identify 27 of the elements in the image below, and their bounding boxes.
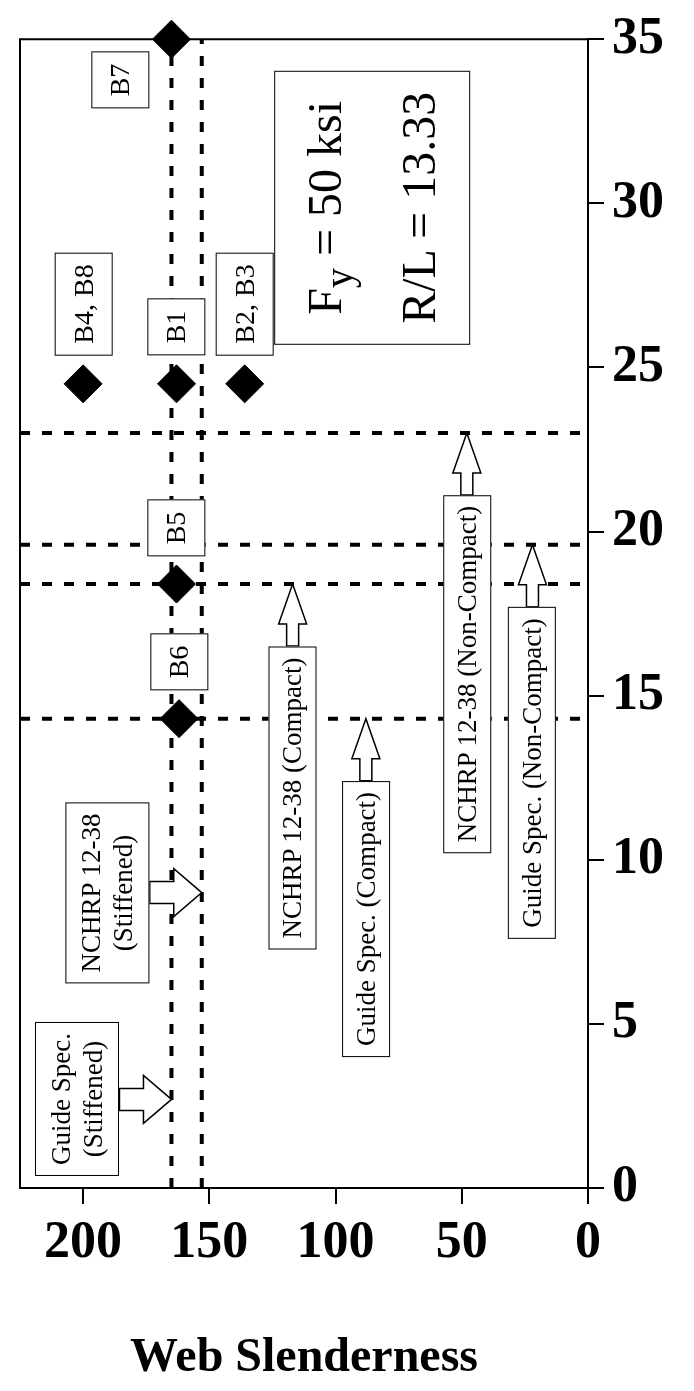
data-label: B6	[149, 633, 208, 691]
y-tick-label: 30	[612, 170, 664, 228]
annotation: Guide Spec. (Stiffened)	[35, 1022, 120, 1177]
data-label: B4, B8	[54, 252, 113, 357]
y-tick-label: 0	[612, 1155, 638, 1213]
annotation: Guide Spec. (Non-Compact)	[508, 606, 557, 939]
x-tick-label: 50	[435, 1210, 488, 1268]
annotation: R/L = 13.33	[391, 92, 445, 324]
data-label: B5	[147, 499, 206, 556]
x-tick-label: 100	[296, 1210, 375, 1268]
annotation: NCHRP 12-38 (Compact)	[268, 646, 317, 950]
data-label: B7	[91, 51, 150, 109]
y-tick-label: 10	[612, 827, 664, 885]
x-axis-title: Web Slenderness	[129, 1327, 479, 1381]
annotation: NCHRP 12-38 (Non-Compact)	[443, 494, 492, 854]
x-tick-label: 150	[170, 1210, 249, 1268]
annotation: NCHRP 12-38 (Stiffened)	[65, 802, 150, 983]
y-tick-label: 15	[612, 663, 664, 721]
y-tick-label: 5	[612, 991, 638, 1049]
data-label: B2, B3	[215, 252, 274, 357]
data-label: B1	[147, 298, 206, 356]
y-tick-label: 25	[612, 334, 664, 392]
x-tick-label: 0	[575, 1210, 601, 1268]
x-tick-label: 200	[44, 1210, 123, 1268]
annotation: Guide Spec. (Compact)	[341, 780, 390, 1057]
y-tick-label: 20	[612, 498, 664, 556]
y-tick-label: 35	[612, 6, 664, 64]
